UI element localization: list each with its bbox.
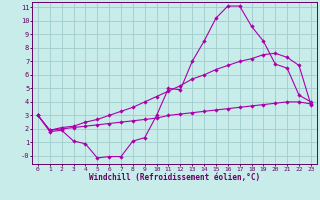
- X-axis label: Windchill (Refroidissement éolien,°C): Windchill (Refroidissement éolien,°C): [89, 173, 260, 182]
